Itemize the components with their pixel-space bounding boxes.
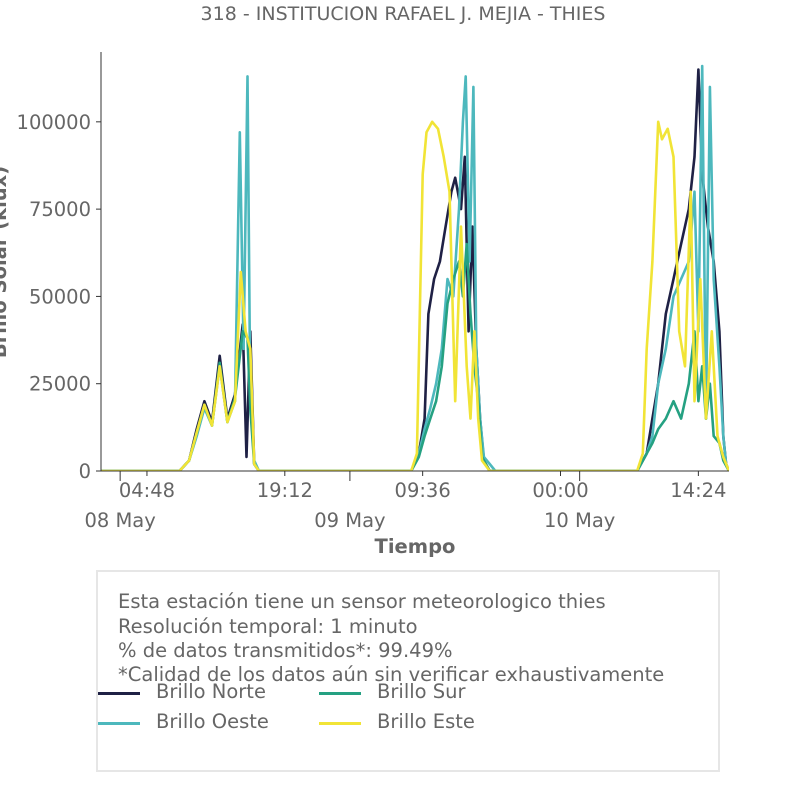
chart-area: 0 25000 50000 75000 100000 04:48 19:12 09:36 00:… <box>0 52 729 558</box>
legend-label-oeste: Brillo Oeste <box>156 710 269 733</box>
x-date-label: 08 May <box>84 509 155 532</box>
y-tick-label: 75000 <box>29 198 91 221</box>
x-tick-label: 14:24 <box>670 479 726 502</box>
legend-swatch-sur <box>319 692 361 695</box>
x-axis-label: Tiempo <box>375 535 456 558</box>
legend-label-este: Brillo Este <box>377 710 475 733</box>
x-date-label: 09 May <box>314 509 385 532</box>
legend-swatch-oeste <box>98 722 140 725</box>
y-tick-label: 100000 <box>17 111 91 134</box>
series-line-brillo-oeste <box>101 64 729 471</box>
info-box: Esta estación tiene un sensor meteorolog… <box>96 570 720 772</box>
legend-label-norte: Brillo Norte <box>156 680 266 703</box>
y-tick-label: 0 <box>79 460 91 483</box>
info-line-quality: *Calidad de los datos aún sin verificar … <box>118 663 665 686</box>
legend-swatch-este <box>319 722 361 725</box>
info-line-resolution: Resolución temporal: 1 minuto <box>118 615 418 638</box>
legend-swatch-norte <box>98 692 140 695</box>
info-line-transmitted: % de datos transmitidos*: 99.49% <box>118 639 453 662</box>
info-line-station: Esta estación tiene un sensor meteorolog… <box>118 590 606 613</box>
x-tick-label: 04:48 <box>119 479 175 502</box>
y-tick-label: 25000 <box>29 373 91 396</box>
series-line-brillo-norte <box>101 68 729 471</box>
y-axis-label: Brillo Solar (klux) <box>0 166 11 358</box>
x-tick-label: 09:36 <box>395 479 451 502</box>
x-tick-label: 00:00 <box>532 479 588 502</box>
chart-title: 318 - INSTITUCION RAFAEL J. MEJIA - THIE… <box>200 3 606 25</box>
x-date-label: 10 May <box>544 509 615 532</box>
x-tick-label: 19:12 <box>257 479 313 502</box>
series-line-brillo-este <box>101 120 729 471</box>
y-tick-label: 50000 <box>29 285 91 308</box>
legend-label-sur: Brillo Sur <box>377 680 466 703</box>
